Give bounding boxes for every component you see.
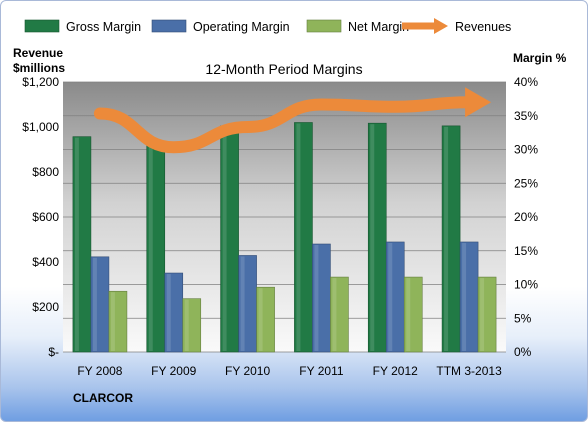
right-tick-label: 40% [514, 75, 538, 89]
bar-highlight [92, 257, 97, 351]
bar-highlight [222, 126, 227, 351]
legend-label-net-margin: Net Margin [348, 20, 409, 34]
bar-highlight [166, 274, 171, 351]
left-axis-label-line1: Revenue [13, 46, 63, 60]
bar-highlight [370, 124, 375, 351]
right-tick-label: 15% [514, 244, 538, 258]
category-label: TTM 3-2013 [436, 364, 502, 378]
legend-swatch-gross-margin [24, 19, 60, 33]
left-tick-label: $1,200 [22, 75, 59, 89]
right-axis-label: Margin % [513, 51, 567, 65]
right-tick-label: 30% [514, 143, 538, 157]
legend-swatch-operating-margin [151, 19, 187, 33]
left-tick-label: $600 [32, 210, 59, 224]
legend-label-revenues: Revenues [455, 20, 511, 34]
revenue-arrowhead [465, 87, 492, 118]
bar-highlight [296, 123, 301, 351]
bar-highlight [74, 137, 79, 351]
bar-highlight [388, 242, 393, 351]
right-tick-label: 10% [514, 278, 538, 292]
bar-highlight [406, 278, 411, 351]
category-label: FY 2010 [225, 364, 270, 378]
bar-highlight [184, 299, 189, 351]
bar-highlight [240, 256, 245, 351]
bar-highlight [480, 278, 485, 351]
revenue-line [93, 96, 476, 154]
bar-highlight [110, 292, 115, 351]
legend-arrow-icon [434, 18, 448, 34]
bar-highlight [314, 245, 319, 351]
legend-swatch-net-margin [306, 19, 342, 33]
category-label: FY 2009 [151, 364, 196, 378]
bar-highlight [148, 145, 153, 351]
right-tick-label: 5% [514, 311, 532, 325]
company-label: CLARCOR [73, 391, 133, 405]
category-label: FY 2011 [299, 364, 344, 378]
left-tick-label: $400 [32, 255, 59, 269]
left-tick-label: $800 [32, 165, 59, 179]
left-tick-label: $200 [32, 300, 59, 314]
bar-highlight [462, 242, 467, 351]
bar-highlight [258, 288, 263, 351]
chart-title: 12-Month Period Margins [205, 61, 362, 77]
bar-highlight [332, 278, 337, 351]
left-axis-label-line2: $millions [13, 61, 65, 75]
category-label: FY 2012 [373, 364, 418, 378]
right-tick-label: 35% [514, 109, 538, 123]
bar-highlight [444, 126, 449, 351]
legend-label-gross-margin: Gross Margin [66, 20, 141, 34]
right-tick-label: 0% [514, 345, 532, 359]
right-tick-label: 25% [514, 176, 538, 190]
category-label: FY 2008 [77, 364, 122, 378]
right-tick-label: 20% [514, 210, 538, 224]
left-tick-label: $1,000 [22, 120, 59, 134]
legend-label-operating-margin: Operating Margin [193, 20, 290, 34]
left-tick-label: $- [48, 345, 59, 359]
